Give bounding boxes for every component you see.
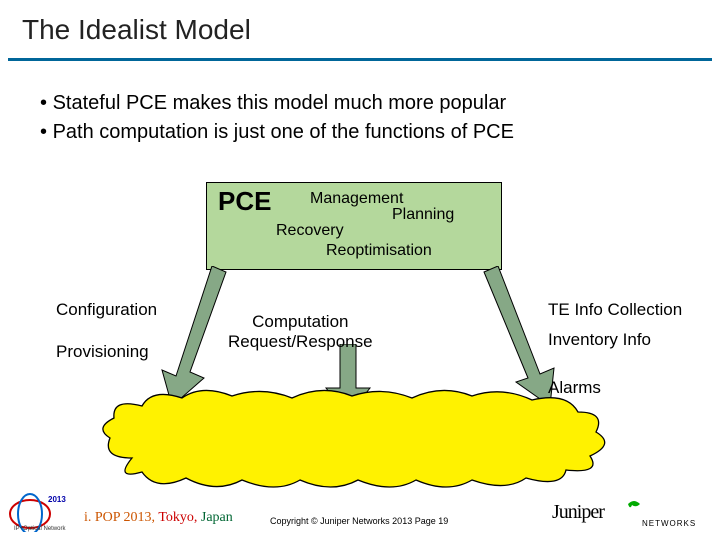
- title-rule: [8, 58, 712, 61]
- label-te-info: TE Info Collection: [548, 300, 682, 320]
- svg-text:2013: 2013: [48, 495, 66, 504]
- slide-title: The Idealist Model: [22, 14, 251, 46]
- footer-japan: Japan: [201, 510, 233, 525]
- bullet-item: Stateful PCE makes this model much more …: [40, 92, 514, 115]
- svg-text:IP+Optical Network: IP+Optical Network: [14, 526, 67, 532]
- svg-text:NETWORKS: NETWORKS: [642, 519, 696, 528]
- bullet-list: Stateful PCE makes this model much more …: [40, 92, 514, 150]
- footer-tokyo: Tokyo,: [158, 510, 201, 525]
- label-provisioning: Provisioning: [56, 342, 157, 362]
- juniper-logo-icon: Juniper NETWORKS: [552, 500, 702, 530]
- pce-reopt: Reoptimisation: [326, 242, 432, 260]
- label-computation: Computation: [228, 312, 373, 332]
- pce-recovery: Recovery: [276, 222, 344, 240]
- cloud-shape: [92, 388, 612, 488]
- footer-copyright: Copyright © Juniper Networks 2013 Page 1…: [270, 516, 448, 526]
- center-label: Computation Request/Response: [228, 312, 373, 352]
- ipop-logo-icon: 2013 IP+Optical Network: [8, 492, 72, 532]
- svg-text:Juniper: Juniper: [552, 501, 605, 523]
- arrow-left: [148, 266, 236, 406]
- label-configuration: Configuration: [56, 300, 157, 320]
- footer-left: i. POP 2013, Tokyo, Japan: [84, 510, 233, 526]
- pce-label: PCE: [218, 186, 271, 217]
- label-inventory: Inventory Info: [548, 330, 682, 350]
- label-reqresp: Request/Response: [228, 332, 373, 352]
- footer-prefix: i. POP 2013,: [84, 510, 158, 525]
- pce-planning: Planning: [392, 206, 454, 224]
- left-labels: Configuration Provisioning: [56, 300, 157, 384]
- pce-management: Management: [310, 190, 403, 208]
- bullet-item: Path computation is just one of the func…: [40, 121, 514, 144]
